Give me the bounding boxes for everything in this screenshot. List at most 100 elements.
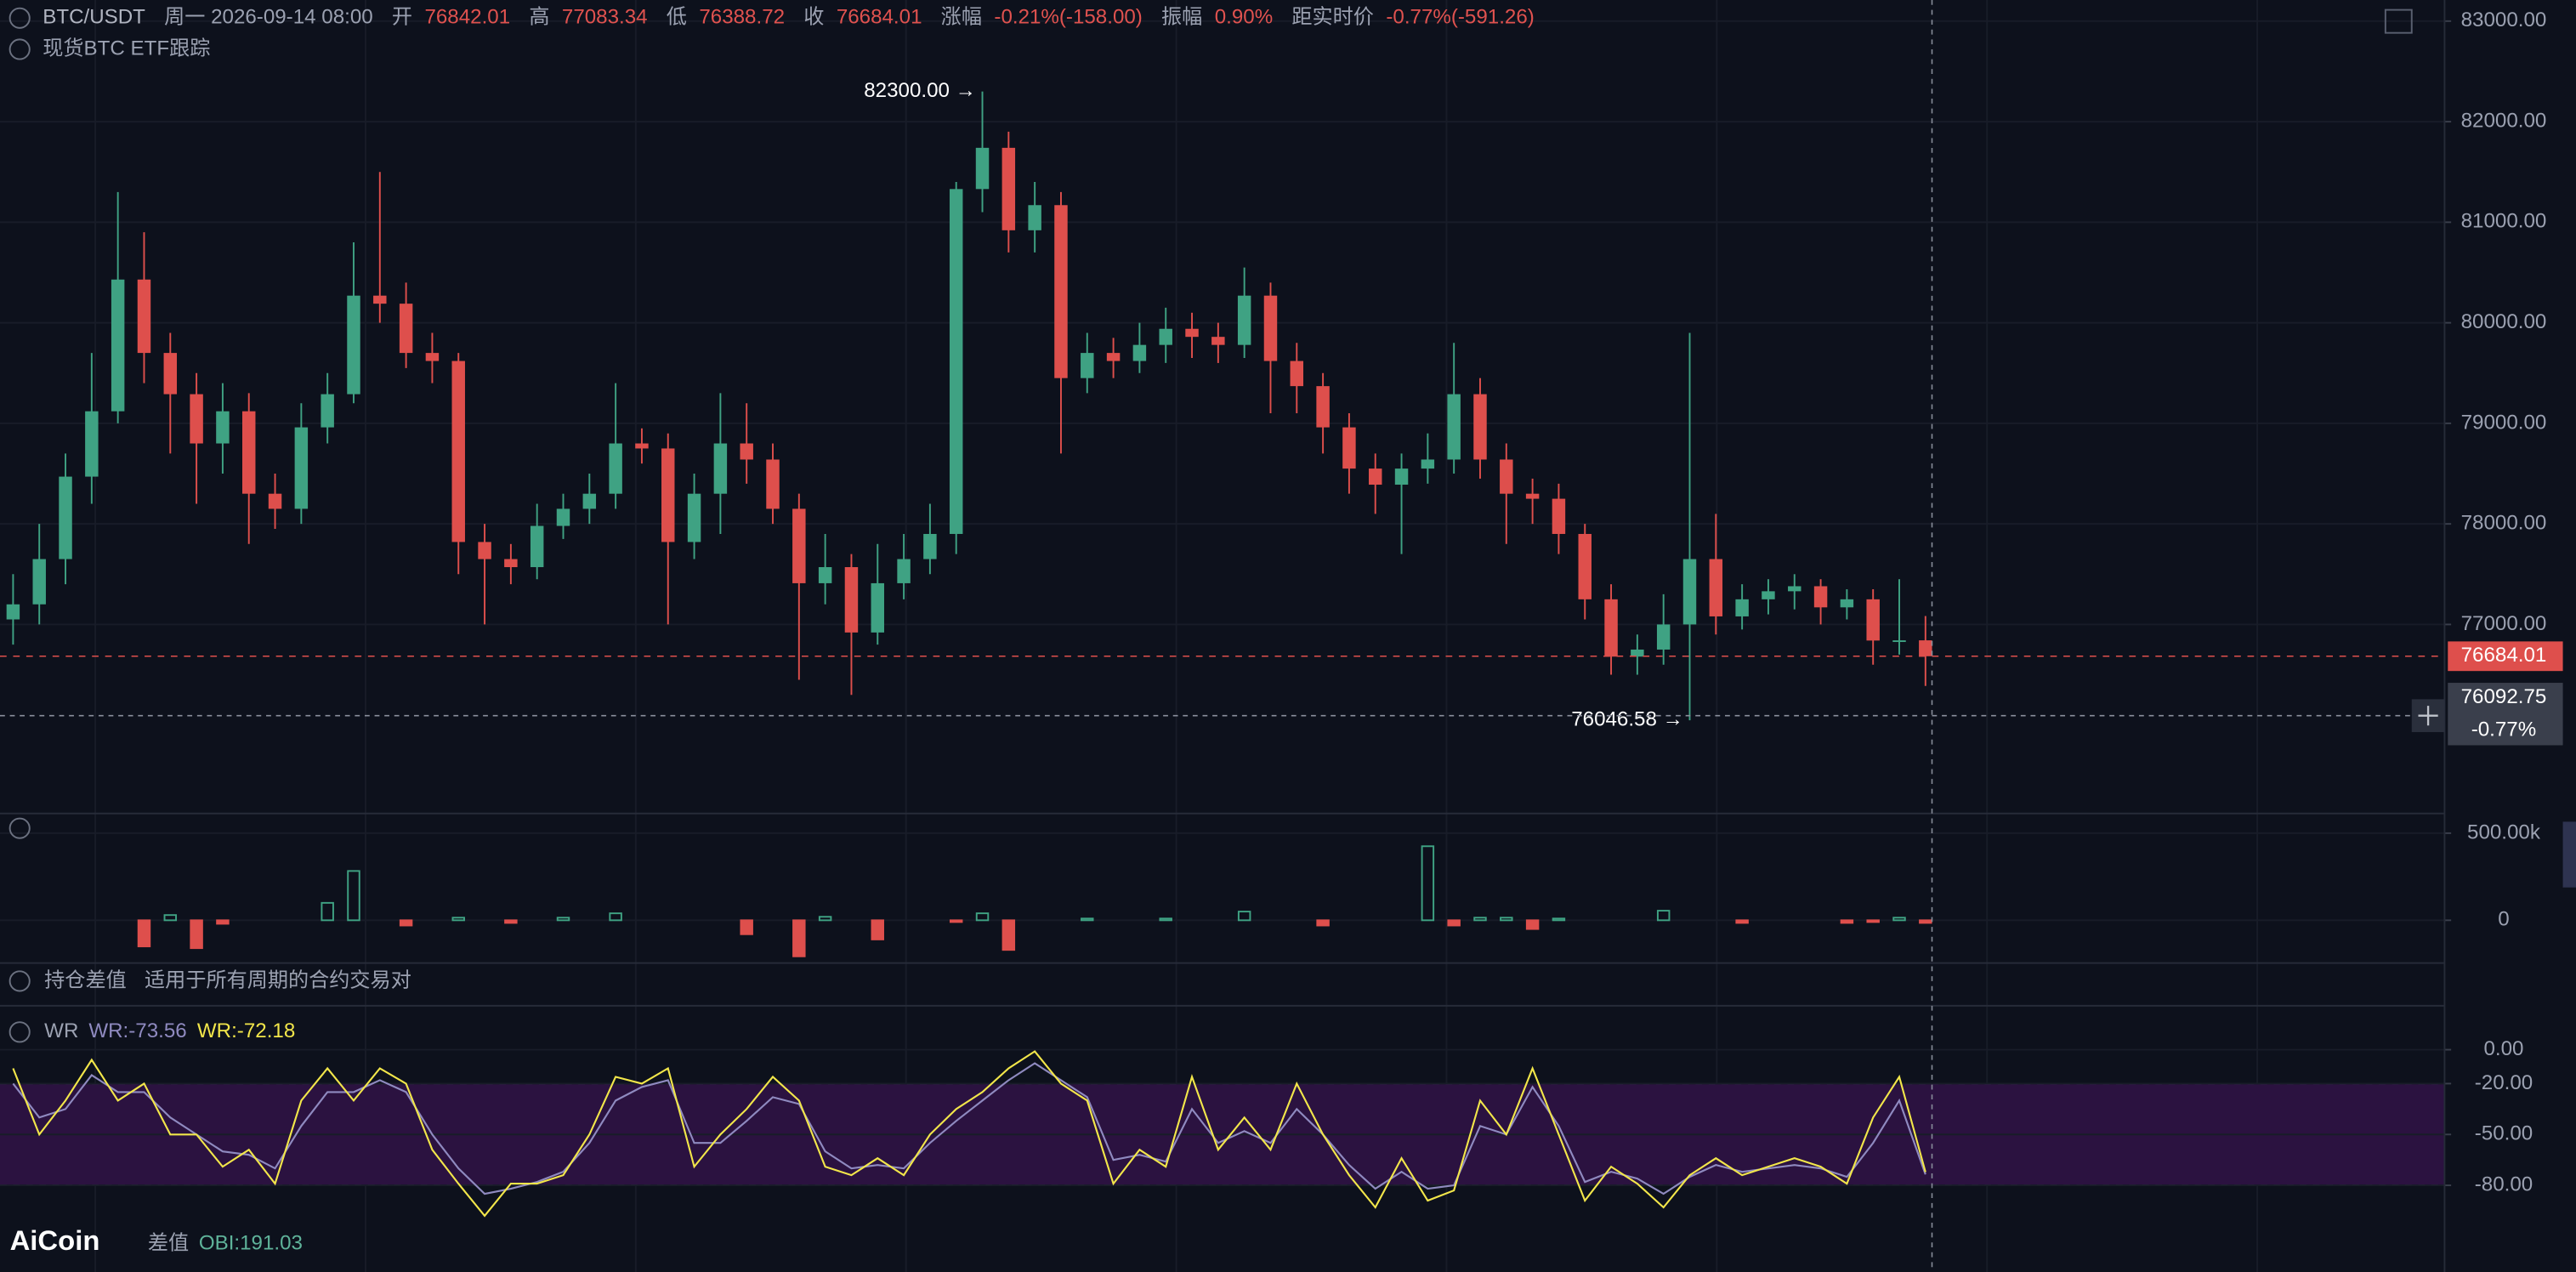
candle-body bbox=[347, 295, 360, 395]
legend-entry: WR:-73.56 bbox=[88, 1019, 186, 1042]
candle-body bbox=[163, 353, 178, 395]
candle-body bbox=[1394, 468, 1409, 486]
candle-body bbox=[1081, 353, 1094, 378]
fullscreen-icon[interactable] bbox=[2384, 9, 2413, 34]
y-tick-label: 79000.00 bbox=[2461, 411, 2547, 434]
candle-body bbox=[59, 476, 72, 559]
bar bbox=[137, 919, 151, 948]
value: -0.77%(-591.26) bbox=[1386, 6, 1534, 29]
label: 高 bbox=[529, 6, 549, 29]
candle-body bbox=[556, 508, 570, 526]
candle-body bbox=[1001, 147, 1016, 230]
candle-body bbox=[792, 508, 806, 583]
bar bbox=[1552, 917, 1566, 922]
bar bbox=[1735, 919, 1749, 924]
collapse-icon[interactable] bbox=[9, 7, 31, 29]
candle-body bbox=[190, 394, 203, 444]
last-price-tag bbox=[2448, 641, 2563, 672]
logo: AiCoin bbox=[10, 1224, 100, 1256]
candle-body bbox=[216, 411, 230, 444]
expand-icon[interactable] bbox=[9, 817, 31, 839]
label: 振幅 bbox=[1161, 6, 1202, 29]
bar bbox=[871, 919, 884, 940]
legend-entry: WR:-72.18 bbox=[197, 1019, 295, 1042]
bar bbox=[190, 919, 203, 950]
last-price-label: 76684.01 bbox=[2461, 644, 2547, 667]
bar bbox=[1316, 919, 1330, 927]
obi-value: OBI:191.03 bbox=[199, 1232, 303, 1255]
mark-layer bbox=[0, 91, 2445, 1218]
value: -0.21%(-158.00) bbox=[994, 6, 1142, 29]
wr-line bbox=[12, 1050, 1926, 1218]
candle-body bbox=[1185, 328, 1199, 338]
candle-body bbox=[137, 279, 151, 354]
candle-body bbox=[1892, 640, 1906, 643]
annotation: 82300.00 → bbox=[864, 79, 976, 102]
candle-body bbox=[1578, 533, 1592, 599]
plus-icon bbox=[2418, 706, 2438, 726]
bar bbox=[1081, 917, 1094, 922]
candle-body bbox=[1447, 394, 1461, 460]
bar bbox=[740, 919, 753, 935]
candle-body bbox=[975, 147, 990, 190]
label: 涨幅 bbox=[941, 6, 982, 29]
bar bbox=[216, 919, 230, 925]
y-tick-label: -80.00 bbox=[2475, 1173, 2533, 1195]
collapse-icon[interactable] bbox=[9, 38, 31, 60]
candle-body bbox=[6, 604, 20, 620]
candle-body bbox=[1604, 599, 1618, 657]
panel-title: 差值 bbox=[148, 1232, 189, 1255]
bar bbox=[1525, 919, 1540, 930]
candle-body bbox=[713, 443, 728, 494]
candle-body bbox=[530, 525, 544, 568]
label: 距实时价 bbox=[1291, 6, 1374, 29]
bar bbox=[1421, 845, 1435, 922]
candle-body bbox=[1631, 649, 1644, 657]
bar bbox=[1866, 919, 1880, 923]
value: 76388.72 bbox=[699, 6, 785, 29]
candle-body bbox=[582, 493, 597, 509]
candle-body bbox=[1473, 394, 1487, 460]
candle-body bbox=[1762, 591, 1775, 599]
candle-body bbox=[425, 353, 440, 361]
bar bbox=[1500, 917, 1513, 922]
y-tick-label: 77000.00 bbox=[2461, 612, 2547, 635]
y-tick-label: 78000.00 bbox=[2461, 512, 2547, 535]
y-tick-label: -20.00 bbox=[2475, 1071, 2533, 1094]
candle-body bbox=[1369, 468, 1382, 486]
bar bbox=[347, 870, 360, 922]
y-tick-label: 500.00k bbox=[2467, 821, 2541, 843]
candle-body bbox=[1421, 459, 1435, 469]
bar bbox=[321, 901, 334, 922]
overlay-name: 现货BTC ETF跟踪 bbox=[43, 37, 210, 60]
bar bbox=[451, 917, 465, 922]
bar bbox=[792, 919, 806, 957]
y-tick-label: 83000.00 bbox=[2461, 9, 2547, 31]
panel-title: WR bbox=[44, 1019, 78, 1042]
bar bbox=[1159, 917, 1172, 922]
bar bbox=[399, 919, 413, 927]
side-tab[interactable] bbox=[2562, 821, 2576, 888]
candle-body bbox=[1813, 586, 1828, 608]
candle-body bbox=[373, 295, 387, 304]
candle-body bbox=[1840, 599, 1854, 608]
panel-title: 持仓差值 bbox=[44, 968, 127, 991]
candle-body bbox=[897, 559, 911, 583]
collapse-icon[interactable] bbox=[9, 970, 31, 992]
collapse-icon[interactable] bbox=[9, 1021, 31, 1043]
candle-body bbox=[609, 443, 622, 494]
candle-body bbox=[1028, 205, 1041, 230]
bar bbox=[1892, 917, 1906, 922]
bar bbox=[949, 919, 963, 923]
bar bbox=[1447, 919, 1461, 927]
candle-body bbox=[1552, 498, 1566, 534]
candle-body bbox=[1788, 586, 1801, 592]
value: 76684.01 bbox=[837, 6, 922, 29]
candle-body bbox=[242, 411, 256, 494]
y-tick-label: 80000.00 bbox=[2461, 310, 2547, 333]
label: 收 bbox=[803, 6, 824, 29]
candle-body bbox=[949, 189, 963, 534]
candle-body bbox=[85, 411, 99, 477]
